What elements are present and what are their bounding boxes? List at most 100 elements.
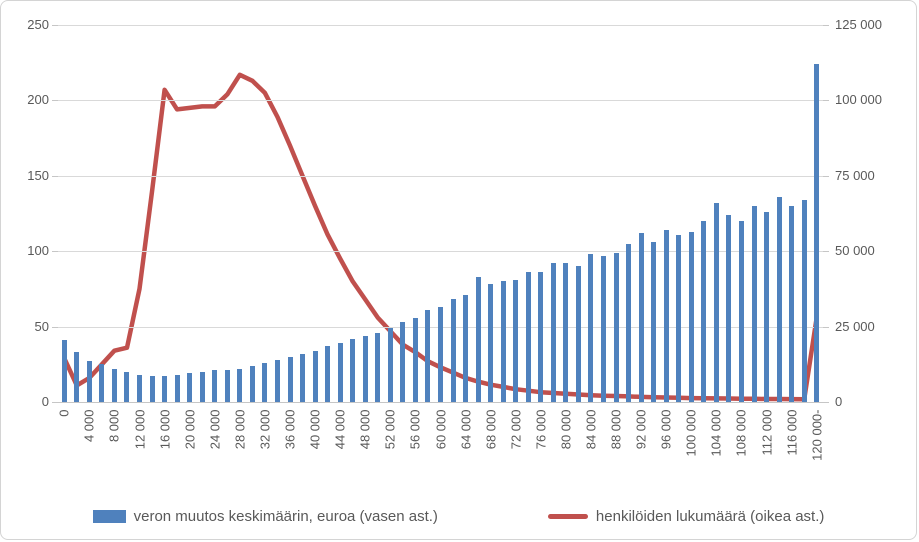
x-tick-label: 60 000 — [433, 409, 449, 450]
chart-legend: veron muutos keskimäärin, euroa (vasen a… — [1, 508, 916, 525]
bar — [739, 221, 744, 402]
bar — [802, 200, 807, 402]
bar — [551, 263, 556, 402]
bar — [526, 272, 531, 402]
x-tick-label: 120 000- — [809, 409, 825, 461]
bar — [726, 215, 731, 402]
bar — [162, 376, 167, 402]
bar-series-label: veron muutos keskimäärin, euroa (vasen a… — [133, 508, 438, 525]
bar — [237, 369, 242, 402]
right-axis-tick — [823, 251, 829, 252]
bar — [451, 299, 456, 402]
bar — [87, 361, 92, 402]
x-tick-label: 116 000 — [784, 409, 800, 456]
right-axis-label: 75 000 — [835, 168, 875, 183]
x-tick-label: 32 000 — [257, 409, 273, 450]
left-axis-label: 250 — [27, 17, 49, 32]
right-axis-tick — [823, 176, 829, 177]
bar — [137, 375, 142, 402]
x-tick-label: 92 000 — [633, 409, 649, 450]
bar — [752, 206, 757, 402]
bar — [225, 370, 230, 402]
bar — [714, 203, 719, 402]
bar — [413, 318, 418, 402]
right-axis-label: 100 000 — [835, 92, 882, 107]
x-tick-label: 16 000 — [157, 409, 173, 450]
bar — [338, 343, 343, 402]
bar — [388, 328, 393, 402]
right-axis-tick — [823, 100, 829, 101]
left-axis-tick — [52, 176, 58, 177]
bar — [175, 375, 180, 402]
x-tick-label: 40 000 — [307, 409, 323, 450]
x-tick-label: 44 000 — [332, 409, 348, 450]
x-tick-label: 52 000 — [382, 409, 398, 450]
x-tick-label: 72 000 — [508, 409, 524, 450]
legend-item-bars: veron muutos keskimäärin, euroa (vasen a… — [92, 508, 438, 525]
bar — [150, 376, 155, 402]
x-tick-label: 48 000 — [357, 409, 373, 450]
grid-line — [58, 25, 823, 26]
bar — [212, 370, 217, 402]
left-axis-tick — [52, 25, 58, 26]
bar — [501, 281, 506, 402]
left-axis-label: 0 — [41, 394, 49, 409]
bar — [601, 256, 606, 402]
bar — [614, 253, 619, 402]
x-tick-label: 36 000 — [282, 409, 298, 450]
x-tick-label: 64 000 — [458, 409, 474, 450]
bar — [563, 263, 568, 402]
bar — [651, 242, 656, 402]
bar — [701, 221, 706, 402]
bar — [300, 354, 305, 402]
bar — [74, 352, 79, 402]
left-axis-label: 50 — [34, 319, 49, 334]
bar — [576, 266, 581, 402]
left-axis-label: 200 — [27, 92, 49, 107]
x-tick-label: 96 000 — [658, 409, 674, 450]
bar — [538, 272, 543, 402]
bar — [62, 340, 67, 402]
x-tick-label: 28 000 — [232, 409, 248, 450]
bar — [676, 235, 681, 402]
right-axis-label: 50 000 — [835, 243, 875, 258]
bar — [250, 366, 255, 402]
left-axis-label: 150 — [27, 168, 49, 183]
x-tick-label: 8 000 — [106, 409, 122, 443]
bar — [777, 197, 782, 402]
grid-line — [58, 402, 823, 403]
left-axis-tick — [52, 100, 58, 101]
right-axis-label: 0 — [835, 394, 843, 409]
bar — [325, 346, 330, 402]
bar — [187, 373, 192, 402]
x-tick-label: 0 — [56, 409, 72, 417]
line-series-label: henkilöiden lukumäärä (oikea ast.) — [595, 508, 825, 525]
bar — [689, 232, 694, 402]
right-axis-tick — [823, 327, 829, 328]
bar — [664, 230, 669, 402]
bar — [588, 254, 593, 402]
bar — [288, 357, 293, 402]
grid-line — [58, 100, 823, 101]
line-series-swatch — [547, 514, 588, 519]
right-axis-label: 125 000 — [835, 17, 882, 32]
bar — [476, 277, 481, 402]
bar — [400, 322, 405, 402]
bar — [488, 284, 493, 402]
x-tick-label: 56 000 — [407, 409, 423, 450]
bar-series-swatch — [92, 510, 126, 523]
right-axis-tick — [823, 402, 829, 403]
x-tick-label: 112 000 — [759, 409, 775, 456]
left-axis-tick — [52, 327, 58, 328]
x-tick-label: 68 000 — [483, 409, 499, 450]
right-axis-tick — [823, 25, 829, 26]
x-tick-label: 100 000 — [683, 409, 699, 457]
bar — [262, 363, 267, 402]
bar — [313, 351, 318, 402]
bar — [124, 372, 129, 402]
x-tick-label: 108 000 — [733, 409, 749, 457]
left-axis-tick — [52, 251, 58, 252]
x-tick-label: 104 000 — [708, 409, 724, 457]
bar — [350, 339, 355, 402]
bar — [463, 295, 468, 402]
